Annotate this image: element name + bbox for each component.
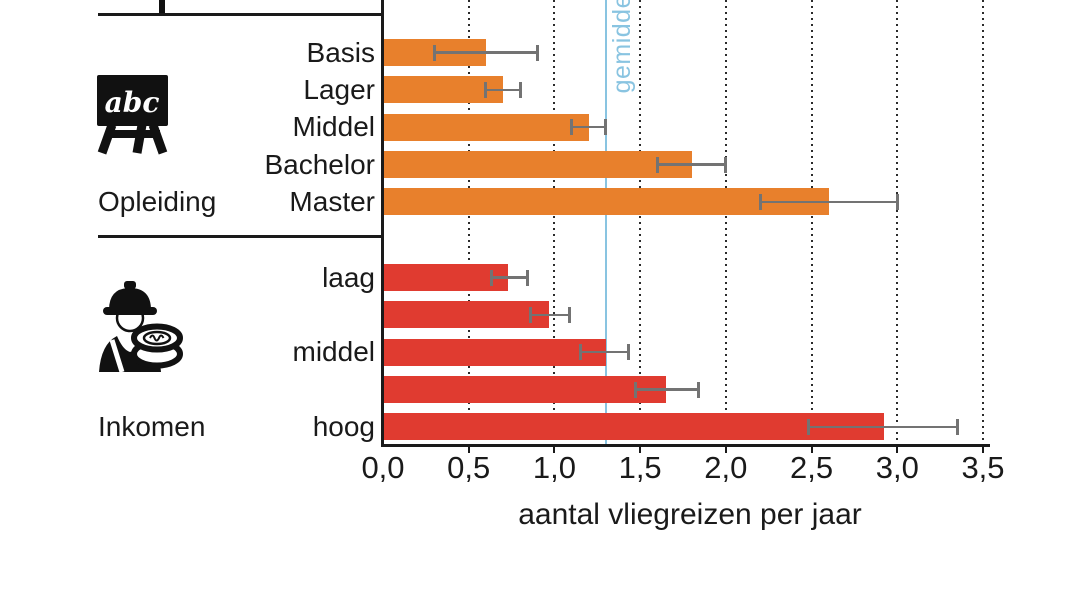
error-bar-cap-high: [724, 156, 728, 173]
error-bar-cap-high: [525, 269, 529, 286]
category-label-hoog: hoog: [312, 410, 375, 442]
x-tick-label: 3,0: [875, 450, 919, 485]
section-divider-top: [98, 13, 384, 16]
x-axis-tick: [553, 447, 556, 453]
error-bar-cap-high: [535, 44, 539, 61]
section-label-opleiding: Opleiding: [98, 186, 217, 217]
gridline: [553, 0, 556, 445]
bar-middel: [384, 338, 606, 366]
cropped-element-remnant: [159, 0, 165, 13]
error-bar-cap-low: [432, 44, 436, 61]
category-label-Middel: Middel: [292, 111, 375, 143]
error-bar-cap-high: [626, 344, 630, 361]
error-bar: [808, 425, 958, 429]
x-tick-label: 0,0: [361, 450, 405, 485]
x-tick-label: 1,0: [532, 450, 576, 485]
error-bar: [571, 125, 606, 129]
category-label-Lager: Lager: [303, 73, 375, 105]
x-axis-tick: [639, 447, 642, 453]
error-bar-cap-high: [895, 193, 899, 210]
x-tick-label: 0,5: [447, 450, 491, 485]
error-bar-cap-low: [484, 81, 488, 98]
x-tick-label: 2,0: [704, 450, 748, 485]
error-bar-cap-high: [518, 81, 522, 98]
section-divider-middle: [98, 235, 384, 238]
x-tick-label: 1,5: [618, 450, 662, 485]
gridline: [896, 0, 899, 445]
error-bar-cap-high: [568, 306, 572, 323]
x-tick-label: 3,5: [961, 450, 1005, 485]
x-axis-title: aantal vliegreizen per jaar: [518, 498, 862, 531]
bar-Bachelor: [384, 151, 692, 179]
gridline: [982, 0, 984, 445]
bar-laag: [384, 264, 509, 291]
x-axis-tick: [982, 447, 984, 453]
gridline: [724, 0, 727, 445]
gridline: [639, 0, 642, 445]
error-bar-cap-high: [955, 418, 959, 435]
average-line-label: gemidde: [608, 0, 636, 94]
category-label-Bachelor: Bachelor: [264, 148, 375, 180]
education-chalkboard-abc-icon: abc: [95, 71, 173, 161]
error-bar: [491, 276, 527, 279]
error-bar: [760, 200, 898, 204]
category-label-Basis: Basis: [306, 36, 375, 68]
svg-text:abc: abc: [105, 86, 160, 119]
error-bar-cap-low: [570, 119, 574, 136]
error-bar-cap-low: [528, 306, 532, 323]
category-label-Master: Master: [289, 185, 375, 217]
error-bar-cap-low: [655, 156, 659, 173]
error-bar: [635, 388, 699, 391]
bar-Lager: [384, 76, 503, 104]
x-axis-tick: [896, 447, 899, 453]
category-label-middel: middel: [292, 336, 375, 368]
error-bar: [434, 51, 538, 54]
bar-inkomen-4: [384, 376, 666, 404]
x-tick-label: 2,5: [790, 450, 834, 485]
x-axis-tick: [467, 447, 470, 453]
error-bar: [657, 163, 726, 166]
bar-Middel: [384, 113, 589, 141]
bar-Master: [384, 188, 829, 216]
error-bar-cap-low: [806, 418, 810, 435]
bar-hoog: [384, 413, 884, 441]
gridline: [810, 0, 813, 445]
average-line: [604, 0, 608, 445]
income-worker-coins-icon: [93, 280, 185, 381]
error-bar-cap-low: [489, 269, 493, 286]
y-axis-line: [381, 0, 384, 447]
category-label-laag: laag: [322, 261, 375, 293]
error-bar-cap-low: [578, 344, 582, 361]
error-bar-cap-high: [604, 119, 608, 136]
error-bar-cap-low: [758, 193, 762, 210]
error-bar: [530, 313, 570, 317]
gridline: [467, 0, 470, 445]
error-bar: [580, 350, 629, 354]
bar-inkomen-2: [384, 301, 550, 329]
x-axis-line: [381, 444, 990, 447]
error-bar: [485, 88, 521, 92]
x-axis-tick: [724, 447, 727, 453]
error-bar-cap-low: [633, 381, 637, 398]
section-label-inkomen: Inkomen: [98, 411, 206, 442]
error-bar-cap-high: [696, 381, 700, 398]
x-axis-tick: [810, 447, 813, 453]
